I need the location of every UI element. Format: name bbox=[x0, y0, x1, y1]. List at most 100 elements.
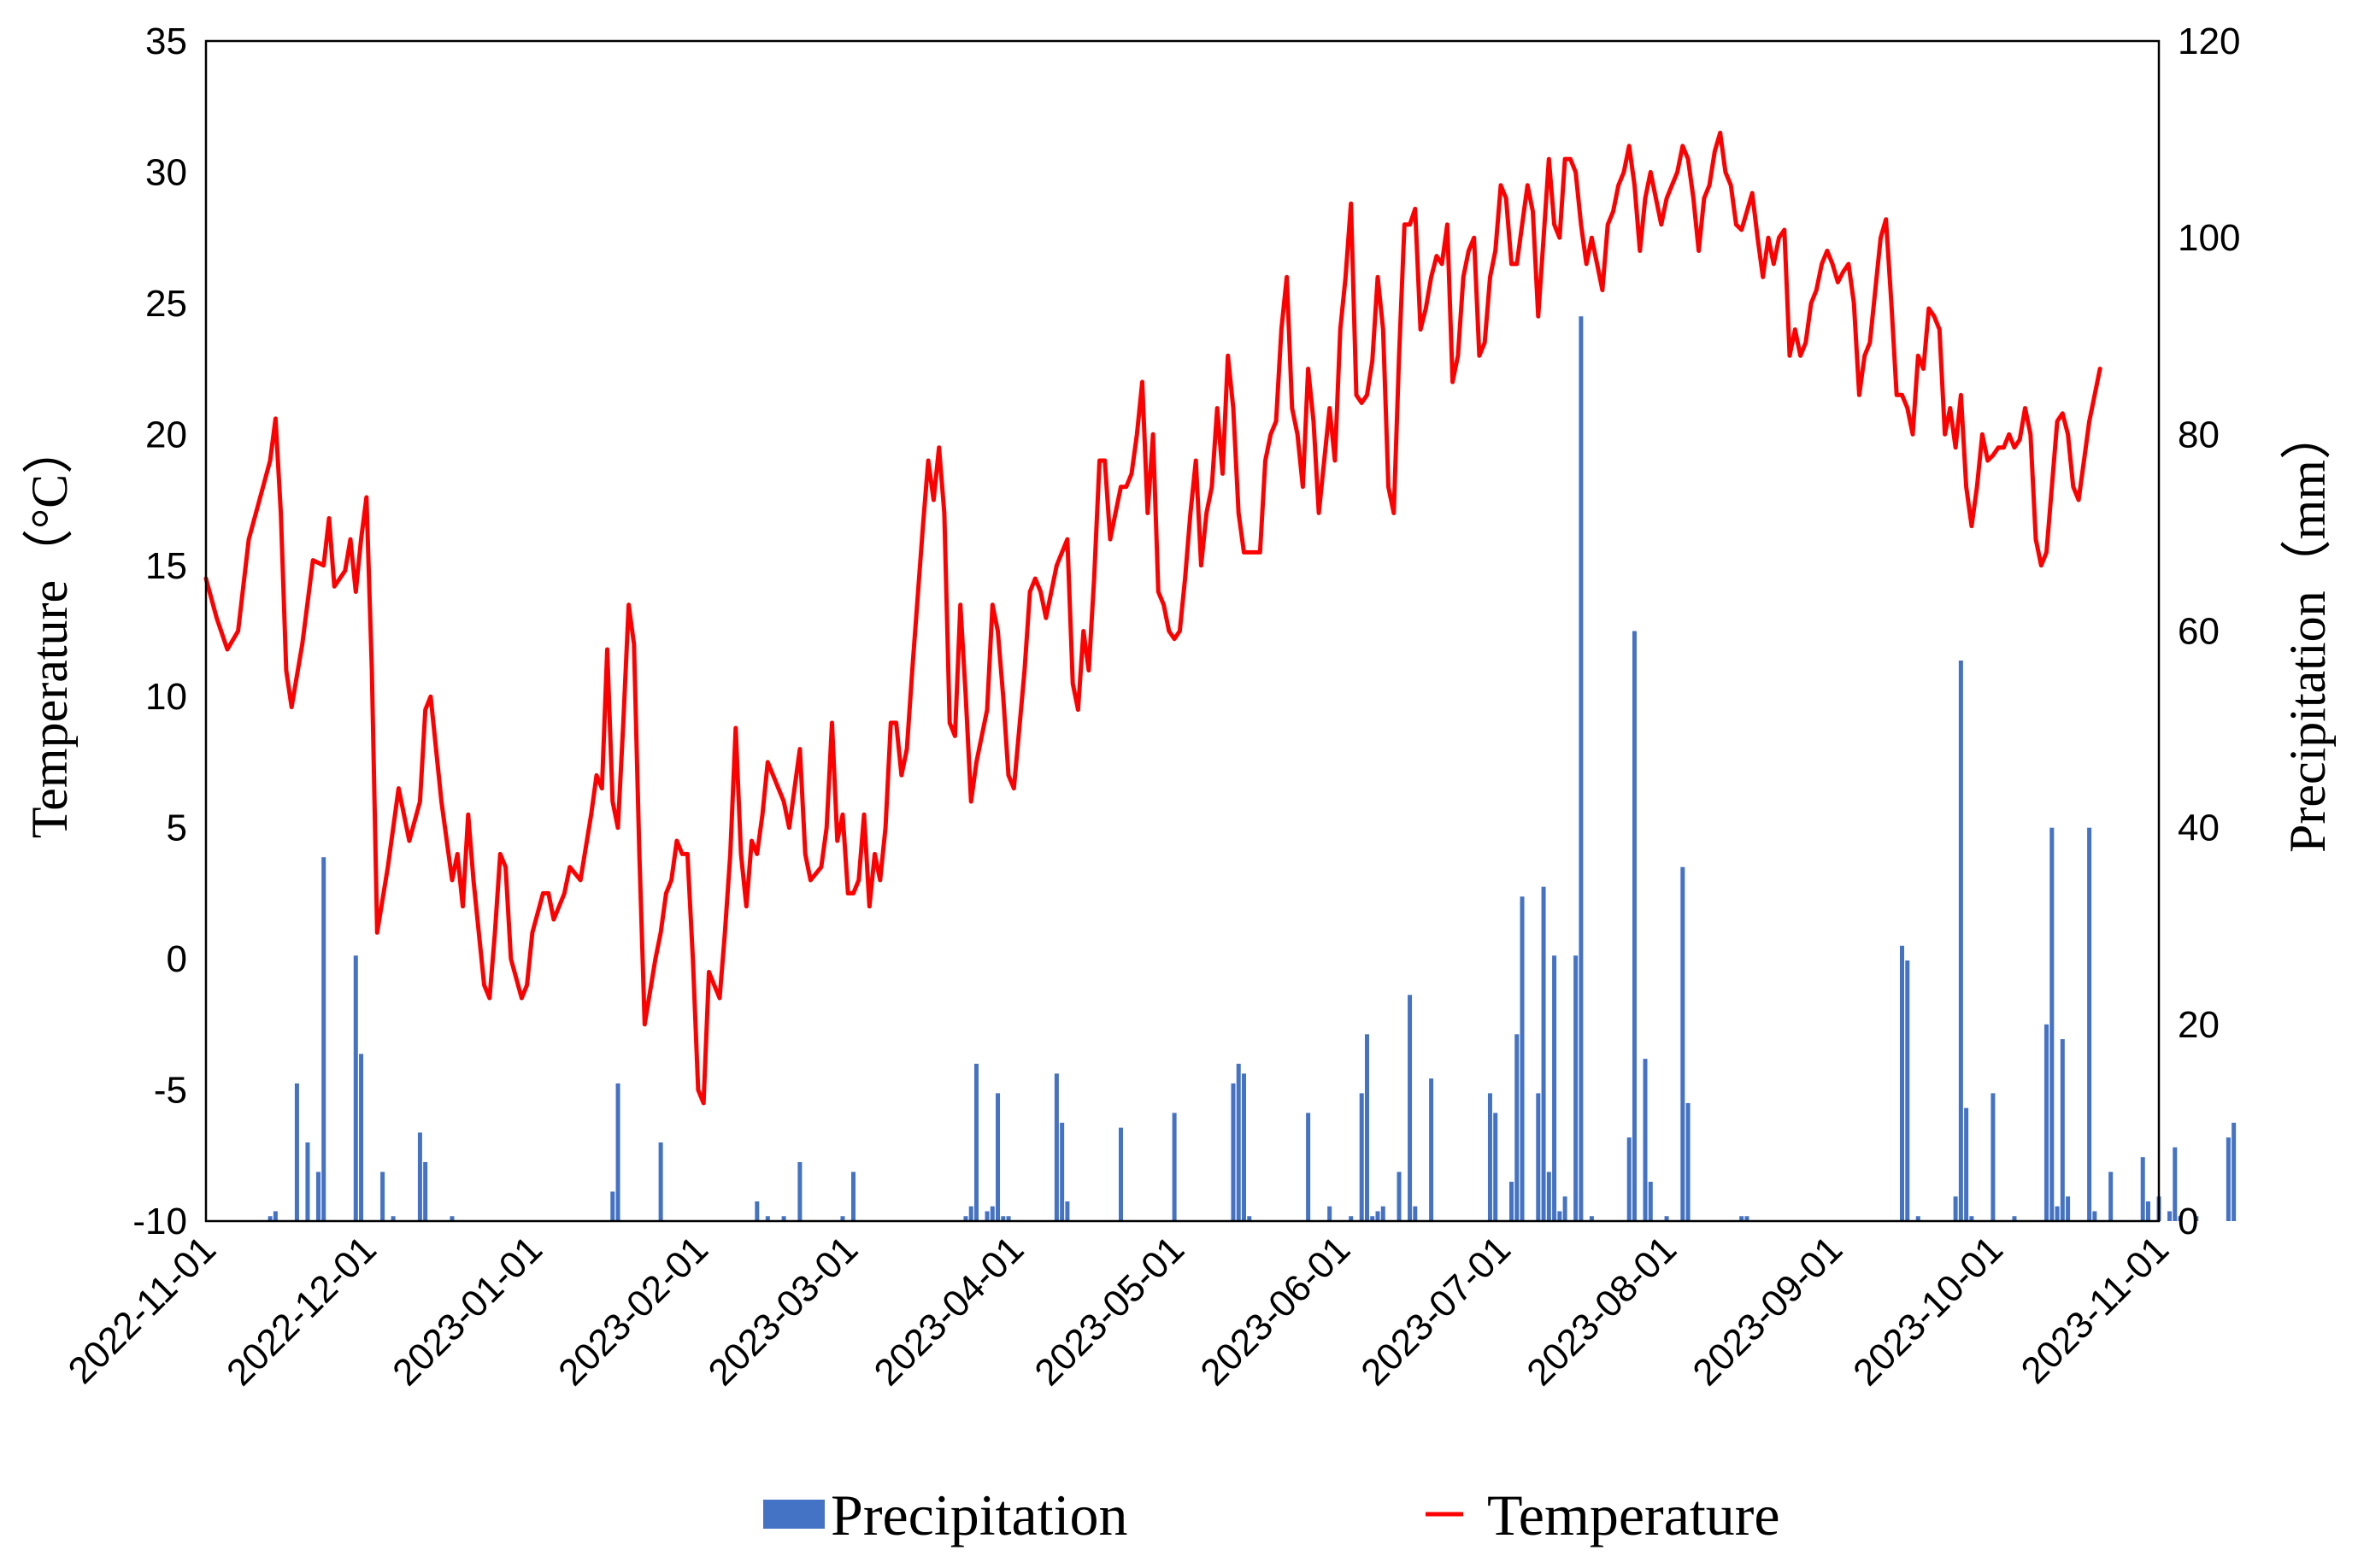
precipitation-bar bbox=[968, 1206, 973, 1221]
precipitation-bar bbox=[2194, 1216, 2199, 1221]
precipitation-bar bbox=[1380, 1206, 1385, 1221]
precipitation-bar bbox=[1557, 1211, 1562, 1221]
precipitation-bar bbox=[1054, 1073, 1059, 1221]
left-tick-label: 25 bbox=[145, 283, 187, 325]
precipitation-bar bbox=[1359, 1093, 1364, 1221]
left-tick-label: -10 bbox=[132, 1201, 187, 1242]
left-tick-label: 30 bbox=[145, 151, 187, 193]
precipitation-bar bbox=[1001, 1216, 1006, 1221]
precipitation-bar bbox=[1964, 1107, 1969, 1221]
precipitation-bar bbox=[2232, 1122, 2237, 1221]
precipitation-bar bbox=[2226, 1137, 2231, 1221]
precipitation-bar bbox=[1990, 1093, 1996, 1221]
precipitation-bar bbox=[615, 1083, 620, 1221]
precipitation-bar bbox=[1915, 1216, 1920, 1221]
precipitation-bar bbox=[305, 1142, 310, 1221]
precipitation-bar bbox=[2012, 1216, 2017, 1221]
precipitation-bar bbox=[1364, 1034, 1369, 1221]
left-axis-ticks: 35 30 25 20 15 10 5 0 -5 -10 bbox=[132, 21, 187, 1242]
precipitation-bar bbox=[321, 857, 326, 1221]
precipitation-bar bbox=[1541, 886, 1546, 1221]
left-tick-label: 0 bbox=[167, 938, 187, 980]
precipitation-bar bbox=[1589, 1216, 1594, 1221]
precipitation-bar bbox=[755, 1201, 760, 1221]
precipitation-bar bbox=[610, 1191, 615, 1221]
precipitation-bar bbox=[2167, 1211, 2173, 1221]
precipitation-bar bbox=[1408, 995, 1413, 1221]
precipitation-bar bbox=[797, 1161, 803, 1221]
precipitation-bar bbox=[315, 1172, 320, 1221]
precipitation-bar bbox=[1241, 1073, 1246, 1221]
precipitation-bar bbox=[1900, 945, 1905, 1221]
right-tick-label: 0 bbox=[2178, 1201, 2198, 1242]
precipitation-bar bbox=[840, 1216, 845, 1221]
legend-swatch-precipitation bbox=[763, 1500, 825, 1529]
precipitation-bar bbox=[391, 1216, 396, 1221]
precipitation-bar bbox=[1370, 1216, 1375, 1221]
right-axis-title: Precipitation（mm） bbox=[2279, 408, 2336, 853]
precipitation-bar bbox=[2044, 1024, 2049, 1221]
legend-label-precipitation: Precipitation bbox=[831, 1483, 1127, 1547]
precipitation-bar bbox=[985, 1211, 990, 1221]
precipitation-bar bbox=[294, 1083, 299, 1221]
precipitation-bar bbox=[1236, 1063, 1241, 1221]
precipitation-bar bbox=[1172, 1113, 1177, 1221]
precipitation-bar bbox=[2049, 827, 2055, 1221]
right-tick-label: 60 bbox=[2178, 611, 2220, 653]
precipitation-bar bbox=[850, 1172, 856, 1221]
precipitation-bar bbox=[2140, 1157, 2145, 1221]
precipitation-bar bbox=[1514, 1034, 1520, 1221]
plot-area-border bbox=[204, 39, 2161, 1223]
precipitation-bar bbox=[1327, 1206, 1332, 1221]
precipitation-bar bbox=[1680, 866, 1685, 1221]
precipitation-bar bbox=[765, 1216, 770, 1221]
precipitation-bar bbox=[1231, 1083, 1236, 1221]
precipitation-bar bbox=[1247, 1216, 1252, 1221]
right-tick-label: 40 bbox=[2178, 807, 2220, 849]
precipitation-bar bbox=[1953, 1196, 1958, 1221]
precipitation-bar bbox=[450, 1216, 455, 1221]
precipitation-bar bbox=[990, 1206, 995, 1221]
left-tick-label: 20 bbox=[145, 414, 187, 455]
precipitation-bar bbox=[1546, 1172, 1551, 1221]
precipitation-bar bbox=[1493, 1113, 1498, 1221]
right-tick-label: 80 bbox=[2178, 414, 2220, 455]
precipitation-bar bbox=[1905, 960, 1910, 1221]
left-axis-title: Temperature（°C） bbox=[21, 423, 78, 838]
precipitation-bar bbox=[417, 1132, 422, 1221]
precipitation-bar bbox=[1739, 1216, 1744, 1221]
precipitation-bar bbox=[1520, 896, 1525, 1221]
precipitation-bar bbox=[996, 1093, 1001, 1221]
right-tick-label: 100 bbox=[2178, 217, 2240, 259]
left-tick-label: 5 bbox=[167, 807, 187, 849]
right-axis-ticks: 120 100 80 60 40 20 0 bbox=[2178, 21, 2240, 1242]
left-tick-label: -5 bbox=[154, 1070, 187, 1112]
precipitation-bar bbox=[1413, 1206, 1418, 1221]
precipitation-bar bbox=[2178, 1216, 2183, 1221]
precipitation-bar bbox=[1429, 1078, 1434, 1221]
precipitation-bar bbox=[1648, 1181, 1653, 1221]
precipitation-bar bbox=[1536, 1093, 1541, 1221]
right-tick-label: 20 bbox=[2178, 1004, 2220, 1046]
precipitation-bar bbox=[1685, 1102, 1691, 1221]
precipitation-bars bbox=[268, 316, 2237, 1221]
precipitation-bar bbox=[1119, 1127, 1124, 1221]
precipitation-bar bbox=[1573, 955, 1579, 1221]
precipitation-bar bbox=[1958, 661, 1963, 1221]
precipitation-bar bbox=[268, 1216, 273, 1221]
precipitation-bar bbox=[781, 1216, 786, 1221]
legend-label-temperature: Temperature bbox=[1487, 1483, 1780, 1547]
precipitation-bar bbox=[1375, 1211, 1380, 1221]
precipitation-bar bbox=[1552, 955, 1557, 1221]
precipitation-bar bbox=[2060, 1039, 2065, 1221]
precipitation-bar bbox=[2145, 1201, 2150, 1221]
precipitation-bar bbox=[2173, 1147, 2178, 1221]
precipitation-bar bbox=[2087, 827, 2092, 1221]
precipitation-bar bbox=[2066, 1196, 2071, 1221]
precipitation-bar bbox=[1060, 1122, 1065, 1221]
right-tick-label: 120 bbox=[2178, 21, 2240, 62]
precipitation-bar bbox=[359, 1054, 364, 1221]
precipitation-bar bbox=[658, 1142, 663, 1221]
